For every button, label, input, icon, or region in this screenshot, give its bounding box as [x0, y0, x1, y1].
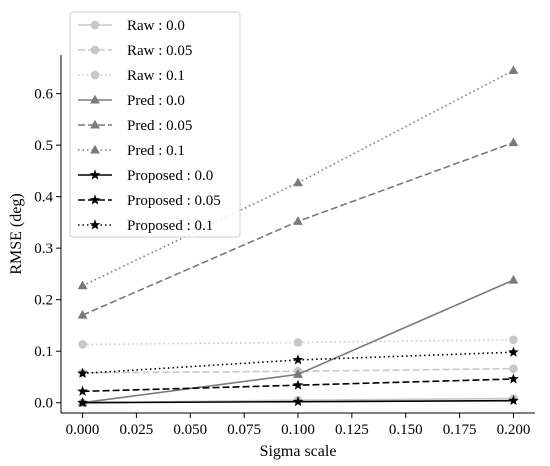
legend-frame: [69, 11, 241, 238]
data-point: [509, 335, 518, 345]
legend-entry: Proposed : 0.05: [78, 193, 221, 209]
data-point: [292, 379, 304, 390]
legend-marker: [89, 169, 101, 180]
x-ticks: 0.000 0.025 0.050 0.075 0.100 0.125 0.150 0.175…: [66, 413, 531, 438]
data-point: [293, 177, 303, 187]
legend-label: Raw : 0.05: [127, 43, 192, 59]
series-layer: [77, 65, 519, 408]
legend-label: Proposed : 0.0: [127, 168, 213, 184]
legend-entry: Pred : 0.1: [78, 143, 185, 159]
data-point: [508, 274, 519, 284]
data-point: [508, 395, 519, 406]
data-point: [509, 364, 518, 374]
data-point: [78, 340, 87, 349]
data-point: [508, 65, 519, 74]
legend-marker: [90, 94, 100, 104]
x-tick-label: 0.075: [227, 422, 261, 438]
legend-marker: [90, 70, 100, 80]
legend-marker: [89, 219, 101, 230]
legend: Raw : 0.0 Raw : 0.05 Raw : 0.1 Pred : 0.0 Pr…: [69, 11, 241, 238]
data-point: [77, 367, 88, 378]
legend-label: Raw : 0.0: [127, 18, 185, 34]
x-axis-label: Sigma scale: [260, 443, 337, 460]
legend-entry: Raw : 0.05: [78, 43, 192, 59]
legend-entry: Proposed : 0.0: [78, 168, 213, 184]
data-point: [77, 385, 88, 396]
y-tick-label: 0.6: [34, 87, 53, 103]
data-point: [77, 397, 88, 408]
y-tick-label: 0.4: [34, 190, 53, 206]
x-tick-label: 0.175: [443, 422, 477, 438]
data-point: [508, 137, 519, 147]
x-tick-label: 0.200: [497, 422, 531, 438]
data-point: [292, 354, 304, 365]
legend-entry: Raw : 0.1: [78, 68, 185, 84]
x-tick-label: 0.025: [120, 422, 154, 438]
y-tick-label: 0.3: [34, 241, 53, 257]
data-point: [292, 396, 304, 407]
data-point: [508, 346, 519, 357]
legend-label: Pred : 0.1: [127, 143, 185, 159]
legend-marker: [90, 20, 100, 30]
y-tick-label: 0.1: [34, 344, 53, 360]
x-tick-label: 0.100: [281, 422, 315, 438]
data-point: [508, 373, 519, 384]
legend-marker: [90, 144, 100, 154]
legend-label: Pred : 0.05: [127, 118, 192, 134]
legend-entry: Proposed : 0.1: [78, 218, 213, 234]
data-point: [77, 309, 88, 319]
legend-marker: [90, 45, 100, 55]
series-8: [77, 373, 519, 396]
y-tick-label: 0.0: [34, 396, 53, 412]
legend-entry: Pred : 0.0: [78, 93, 185, 109]
data-point: [77, 280, 88, 290]
y-tick-label: 0.5: [34, 138, 53, 154]
legend-label: Pred : 0.0: [127, 93, 185, 109]
series-3: [78, 335, 518, 349]
x-tick-label: 0.125: [335, 422, 369, 438]
series-9: [77, 346, 519, 378]
x-tick-label: 0.150: [389, 422, 423, 438]
series-5: [77, 137, 519, 319]
legend-marker: [89, 194, 101, 205]
x-tick-label: 0.000: [66, 422, 100, 438]
y-tick-label: 0.2: [34, 293, 53, 309]
legend-entry: Pred : 0.05: [78, 118, 192, 134]
y-ticks: 0.0 0.1 0.2 0.3 0.4 0.5 0.6: [34, 87, 61, 412]
series-7: [77, 395, 519, 408]
series-6: [77, 65, 519, 290]
data-point: [293, 216, 303, 225]
legend-label: Raw : 0.1: [127, 68, 185, 84]
data-point: [293, 369, 303, 378]
y-axis-label: RMSE (deg): [8, 193, 25, 274]
legend-entry: Raw : 0.0: [78, 18, 185, 34]
data-point: [293, 338, 303, 347]
x-tick-label: 0.050: [173, 422, 207, 438]
legend-marker: [90, 119, 100, 129]
legend-label: Proposed : 0.05: [127, 193, 221, 209]
legend-label: Proposed : 0.1: [127, 218, 213, 234]
